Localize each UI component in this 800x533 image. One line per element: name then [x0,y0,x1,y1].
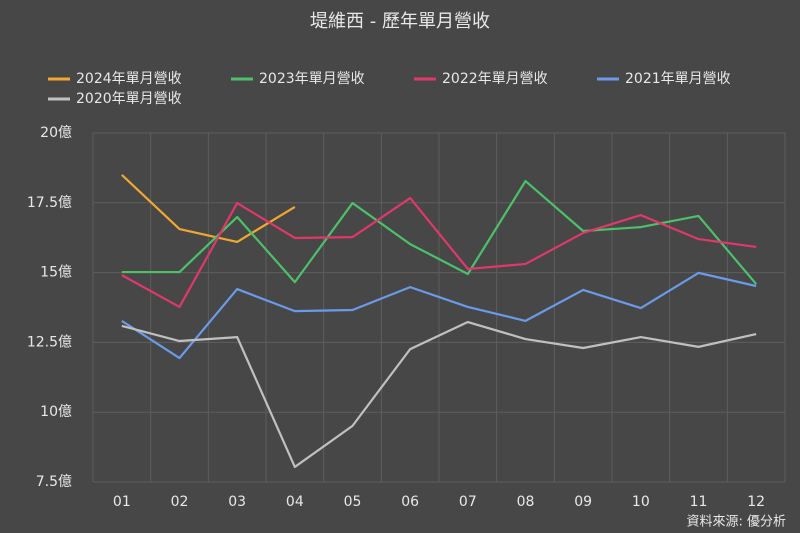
y-tick-label: 15億 [40,265,72,281]
series-line [121,320,757,469]
series-line [121,196,757,309]
x-tick-label: 05 [344,494,362,510]
y-tick-label: 17.5億 [27,195,72,211]
legend-label: 2022年單月營收 [442,71,548,87]
x-tick-label: 11 [690,494,708,510]
x-tick-label: 08 [517,494,535,510]
series-line [121,179,758,285]
x-tick-label: 10 [632,494,650,510]
y-tick-label: 12.5億 [27,334,72,350]
y-tick-label: 10億 [40,404,72,420]
legend-label: 2023年單月營收 [259,71,365,87]
series-line [121,174,296,243]
x-tick-label: 07 [459,494,477,510]
x-tick-label: 02 [171,494,189,510]
series-line [121,271,757,360]
legend-label: 2021年單月營收 [625,71,731,87]
x-tick-label: 06 [401,494,419,510]
y-tick-label: 7.5億 [36,474,72,490]
chart-title: 堤維西 - 歷年單月營收 [310,11,490,32]
source-note: 資料來源: 優分析 [686,515,786,530]
x-tick-label: 12 [747,494,765,510]
y-tick-label: 20億 [40,125,72,141]
x-tick-label: 01 [113,494,131,510]
legend-label: 2020年單月營收 [76,91,182,107]
x-tick-label: 03 [228,494,246,510]
legend-label: 2024年單月營收 [76,71,182,87]
x-tick-label: 04 [286,494,304,510]
x-tick-label: 09 [574,494,592,510]
